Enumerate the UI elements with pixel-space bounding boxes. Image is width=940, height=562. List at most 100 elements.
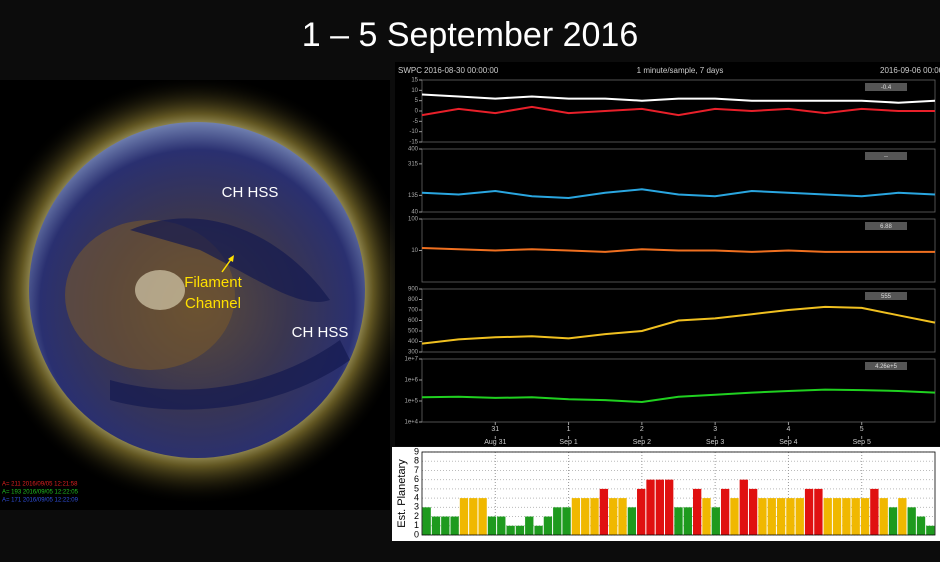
y-tick-label: 1e+5 [404,399,418,405]
x-date-label: Aug 31 [484,439,506,446]
y-tick-label: 8 [414,456,419,466]
panel-tag [865,362,907,370]
image-label: Filament [184,274,242,291]
bar [655,479,665,535]
y-tick-label: 400 [408,339,419,345]
bar [553,507,562,535]
bar [665,479,674,535]
y-tick-label: 5 [414,483,419,493]
y-tick-label: 1 [414,520,419,530]
bar [581,498,590,535]
y-tick-label: 7 [414,465,419,475]
bar [758,498,767,535]
y-tick-label: 600 [408,318,419,324]
bar [441,516,450,535]
bar [646,479,655,535]
bar [814,488,823,535]
y-tick-label: -5 [413,119,419,125]
bar [786,498,795,535]
bar [795,498,804,535]
panel-tag-text: -0.4 [881,85,892,91]
y-tick-label: 4 [414,492,419,502]
bar [506,525,515,535]
bar [823,498,832,535]
bar [748,488,758,535]
x-tick-label: 1 [567,426,571,433]
panel-tag-text: 555 [881,294,892,300]
x-tick-label: 4 [786,426,790,433]
x-date-label: Sep 4 [779,439,797,446]
plot-source: SWPC [398,66,422,75]
kp-frame [421,451,936,536]
y-tick-label: 1e+6 [404,378,418,384]
y-tick-label: 5 [415,98,419,104]
bar [776,498,786,535]
x-date-label: Sep 2 [633,439,651,446]
y-tick-label: 135 [408,193,419,199]
x-tick-label: 5 [860,426,864,433]
bar [879,498,888,535]
y-tick-label: 400 [408,147,419,153]
bar [543,516,553,535]
bar [842,498,851,535]
panel-frame [421,358,936,423]
panel-tag-text: 4.26e+5 [875,364,898,370]
y-tick-label: 3 [414,502,419,512]
y-tick-label: 1e+7 [404,357,418,363]
bar [459,498,469,535]
series-line [421,188,936,200]
plot-start: 2016-08-30 00:00:00 [424,66,499,75]
bar [720,488,730,535]
bar [683,507,692,535]
bar [450,516,459,535]
bar [562,507,571,535]
x-tick-label: 31 [491,426,499,433]
y-tick-label: -15 [409,140,418,146]
plot-end: 2016-09-06 00:00:0 [880,66,940,75]
bar [487,516,497,535]
series-line [421,93,936,104]
solar-wind-plot: SWPC 2016-08-30 00:00:00 1 minute/sample, … [395,62,940,446]
image-legend: A= 211 2016/09/05 12:21:58 [2,482,78,488]
y-tick-label: 800 [408,297,419,303]
y-tick-label: 100 [408,217,419,223]
bar [515,525,525,535]
bar [702,498,711,535]
bar [422,507,431,535]
bar [711,507,720,535]
bar [618,498,627,535]
bar [525,516,534,535]
y-tick-label: 15 [411,78,418,84]
y-tick-label: 10 [411,248,418,254]
panel-tag [865,83,907,91]
panel-tag [865,152,907,160]
x-date-label: Sep 3 [706,439,724,446]
y-tick-label: 6 [414,474,419,484]
series-line [421,305,936,345]
kp-axis-label: Est. Planetary [396,459,408,528]
x-date-label: Sep 5 [853,439,871,446]
bar [804,488,814,535]
y-tick-label: 2 [414,511,419,521]
bar [599,488,609,535]
image-annotations: CH HSS Filament Channel CH HSS A= 211 2016/0… [2,184,348,504]
image-label: CH HSS [222,184,279,201]
bar [637,488,646,535]
x-tick-label: 3 [713,426,717,433]
bar [926,525,935,535]
bar [534,525,543,535]
bar [609,498,618,535]
bar [431,516,441,535]
y-tick-label: 500 [408,329,419,335]
y-tick-label: 9 [414,446,419,456]
y-tick-label: 0 [414,529,419,539]
bar [860,498,870,535]
panel-frame [421,148,936,213]
series-line [421,388,936,404]
image-legend: A= 193 2016/09/05 12:22:05 [2,490,79,496]
bar [674,507,683,535]
bar [478,498,487,535]
panel-tag-text: -- [884,154,888,160]
